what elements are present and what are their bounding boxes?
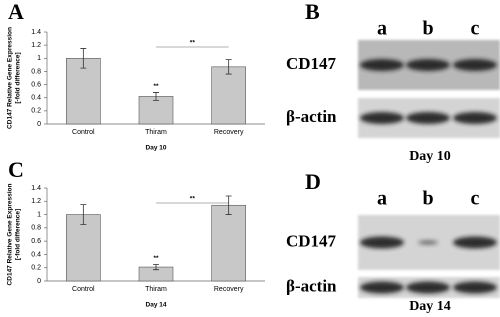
error-bar [153,263,159,271]
error-bar [153,92,159,101]
panel-letter: A [8,0,24,24]
blot-caption: Day 14 [409,299,451,314]
x-tick-label: Thiram [145,129,167,136]
band [453,236,497,249]
band [406,281,450,294]
panel-letter: D [305,169,321,194]
lane-label: a [377,18,387,40]
row-label: β-actin [286,107,337,126]
x-axis-label: Day 14 [146,302,167,309]
row-label: CD147 [286,54,337,73]
panel-letter: C [8,157,24,182]
y-tick-label: 1.2 [31,198,41,205]
row-label: β-actin [286,276,337,295]
y-axis-label: [-fold difference] [15,209,22,260]
band [360,281,404,294]
significance: ** [153,255,159,262]
panel-letter: B [305,0,320,24]
lane-label: b [422,188,433,210]
x-tick-label: Thiram [145,286,167,293]
band [406,112,450,124]
lane-label: a [377,188,387,210]
y-tick-label: 0.2 [31,265,41,272]
y-tick-label: 0.8 [31,225,41,232]
band [453,281,497,294]
bar [211,66,246,125]
significance: ** [153,83,159,90]
y-tick-label: 0.8 [31,68,41,75]
error-bar [80,204,87,225]
y-tick-label: 0.6 [31,81,41,88]
y-tick-label: 0 [37,278,41,285]
blot-caption: Day 10 [409,149,451,164]
band [360,59,404,71]
y-tick-label: 1 [37,55,41,62]
x-axis-label: Day 10 [146,145,167,152]
significance: ** [190,40,196,47]
y-tick-label: 1.4 [31,185,41,192]
bar [66,214,101,282]
band [360,112,404,124]
lane-label: c [471,18,480,40]
x-tick-label: Recovery [214,129,244,136]
y-tick-label: 0.4 [31,95,41,102]
row-label: CD147 [286,231,337,250]
bar [138,96,174,125]
y-tick-label: 1.2 [31,42,41,49]
error-bar [80,48,87,69]
x-tick-label: Control [72,129,95,136]
lane-label: b [422,18,433,40]
y-axis-label: CD147 Relative Gene Expression [7,184,14,286]
band [453,112,497,124]
y-tick-label: 0.2 [31,108,41,115]
error-bar [225,59,232,75]
y-axis-label: CD147 Relative Gene Expression [7,27,14,129]
error-bar [225,195,232,215]
y-tick-label: 1.4 [31,29,41,36]
significance: ** [190,196,196,203]
y-tick-label: 0.6 [31,238,41,245]
lane-label: c [471,188,480,210]
band [406,59,450,71]
y-tick-label: 0 [37,121,41,128]
y-tick-label: 0.4 [31,251,41,258]
x-tick-label: Recovery [214,286,244,293]
band [418,240,438,245]
y-tick-label: 1 [37,211,41,218]
band [453,59,497,71]
x-tick-label: Control [72,286,95,293]
bar [211,204,246,282]
y-axis-label: [-fold difference] [15,52,22,103]
band [360,236,404,249]
